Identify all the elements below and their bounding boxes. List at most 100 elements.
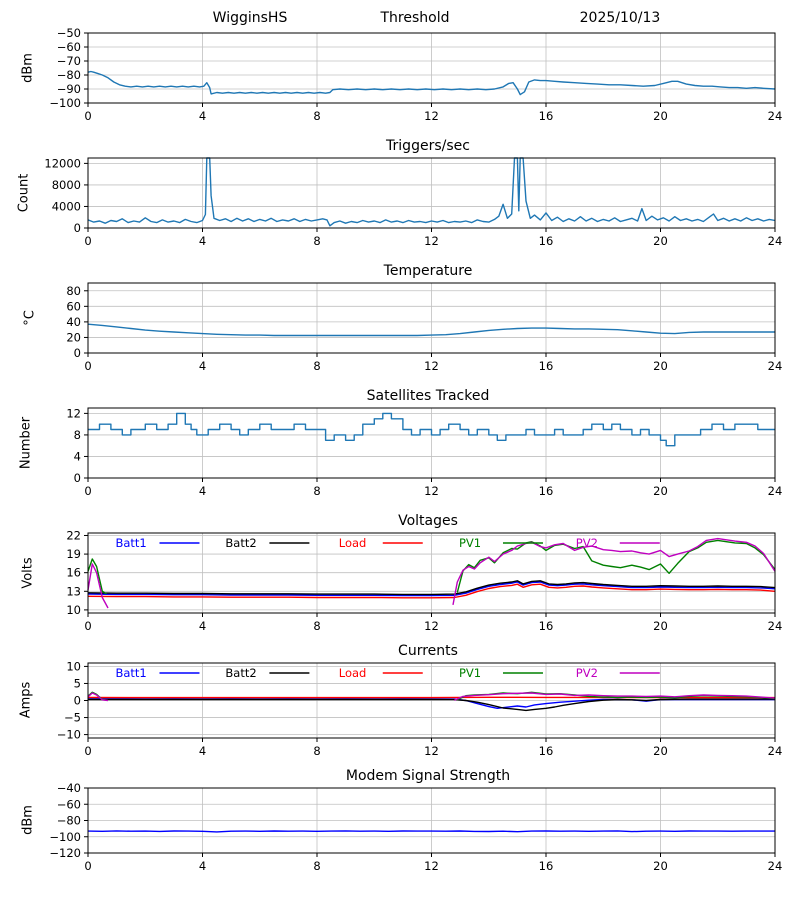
svg-text:0: 0	[84, 234, 91, 248]
svg-text:20: 20	[653, 234, 668, 248]
svg-text:12: 12	[424, 234, 439, 248]
svg-text:−100: −100	[49, 96, 81, 110]
svg-text:8: 8	[74, 428, 81, 442]
header-plot-title: Threshold	[380, 10, 450, 26]
svg-text:−80: −80	[57, 814, 81, 828]
svg-text:12000: 12000	[44, 156, 81, 170]
svg-text:13: 13	[66, 584, 81, 598]
svg-text:4: 4	[199, 109, 206, 123]
svg-text:8: 8	[313, 619, 320, 633]
header-date: 2025/10/13	[579, 10, 661, 26]
svg-text:4: 4	[199, 359, 206, 373]
svg-text:Load: Load	[339, 536, 367, 550]
ylabel-satellites: Number	[18, 416, 34, 470]
svg-text:8000: 8000	[52, 178, 81, 192]
svg-text:0: 0	[84, 359, 91, 373]
svg-text:16: 16	[539, 234, 554, 248]
svg-text:20: 20	[66, 330, 81, 344]
svg-text:−90: −90	[57, 82, 81, 96]
svg-text:0: 0	[84, 859, 91, 873]
svg-text:12: 12	[424, 859, 439, 873]
svg-text:12: 12	[424, 109, 439, 123]
ylabel-triggers: Count	[16, 173, 32, 213]
ylabel-threshold: dBm	[20, 53, 36, 83]
svg-text:8: 8	[313, 109, 320, 123]
svg-text:8: 8	[313, 234, 320, 248]
svg-text:PV2: PV2	[576, 536, 598, 550]
svg-text:−60: −60	[57, 40, 81, 54]
svg-text:−50: −50	[57, 26, 81, 40]
svg-text:12: 12	[66, 406, 81, 420]
svg-text:−5: −5	[64, 711, 81, 725]
svg-text:Batt1: Batt1	[115, 666, 146, 680]
svg-text:4000: 4000	[52, 199, 81, 213]
svg-text:16: 16	[539, 484, 554, 498]
svg-text:0: 0	[84, 484, 91, 498]
chart-title-temperature: Temperature	[383, 263, 473, 279]
svg-text:Batt2: Batt2	[225, 536, 256, 550]
svg-text:0: 0	[84, 619, 91, 633]
svg-text:0: 0	[74, 346, 81, 360]
svg-text:16: 16	[66, 566, 81, 580]
svg-text:−80: −80	[57, 68, 81, 82]
svg-text:24: 24	[768, 234, 783, 248]
svg-text:PV2: PV2	[576, 666, 598, 680]
chart-title-satellites: Satellites Tracked	[366, 388, 490, 404]
svg-text:20: 20	[653, 619, 668, 633]
svg-text:10: 10	[66, 659, 81, 673]
svg-text:20: 20	[653, 109, 668, 123]
chart-title-voltages: Voltages	[398, 513, 458, 529]
svg-text:4: 4	[199, 744, 206, 758]
svg-text:−40: −40	[57, 781, 81, 795]
svg-text:10: 10	[66, 603, 81, 617]
svg-text:24: 24	[768, 109, 783, 123]
svg-text:20: 20	[653, 744, 668, 758]
svg-text:0: 0	[84, 109, 91, 123]
svg-text:Batt1: Batt1	[115, 536, 146, 550]
svg-text:12: 12	[424, 484, 439, 498]
svg-text:−10: −10	[57, 728, 81, 742]
svg-text:0: 0	[84, 744, 91, 758]
svg-text:24: 24	[768, 859, 783, 873]
svg-text:12: 12	[424, 619, 439, 633]
svg-text:0: 0	[74, 221, 81, 235]
svg-text:24: 24	[768, 359, 783, 373]
chart-title-triggers: Triggers/sec	[386, 138, 470, 154]
svg-text:Batt2: Batt2	[225, 666, 256, 680]
header-station-name: WigginsHS	[212, 10, 288, 26]
svg-text:60: 60	[66, 299, 81, 313]
svg-text:PV1: PV1	[459, 666, 481, 680]
svg-text:8: 8	[313, 859, 320, 873]
svg-text:−70: −70	[57, 54, 81, 68]
svg-text:8: 8	[313, 484, 320, 498]
svg-text:−100: −100	[49, 830, 81, 844]
svg-text:Load: Load	[339, 666, 367, 680]
svg-text:16: 16	[539, 744, 554, 758]
svg-text:22: 22	[66, 528, 81, 542]
svg-text:24: 24	[768, 744, 783, 758]
svg-text:24: 24	[768, 484, 783, 498]
svg-text:19: 19	[66, 547, 81, 561]
svg-text:80: 80	[66, 284, 81, 298]
svg-text:5: 5	[74, 676, 81, 690]
svg-text:20: 20	[653, 859, 668, 873]
svg-text:4: 4	[199, 234, 206, 248]
svg-text:0: 0	[74, 694, 81, 708]
svg-text:−120: −120	[49, 846, 81, 860]
ylabel-temperature: °C	[22, 310, 38, 326]
ylabel-voltages: Volts	[20, 557, 36, 589]
svg-text:8: 8	[313, 744, 320, 758]
chart-title-currents: Currents	[398, 643, 458, 659]
svg-text:20: 20	[653, 484, 668, 498]
svg-text:16: 16	[539, 859, 554, 873]
svg-text:40: 40	[66, 315, 81, 329]
svg-text:PV1: PV1	[459, 536, 481, 550]
svg-text:16: 16	[539, 619, 554, 633]
ylabel-modem: dBm	[20, 805, 36, 835]
svg-text:16: 16	[539, 109, 554, 123]
svg-text:8: 8	[313, 359, 320, 373]
svg-text:12: 12	[424, 359, 439, 373]
svg-text:−60: −60	[57, 797, 81, 811]
